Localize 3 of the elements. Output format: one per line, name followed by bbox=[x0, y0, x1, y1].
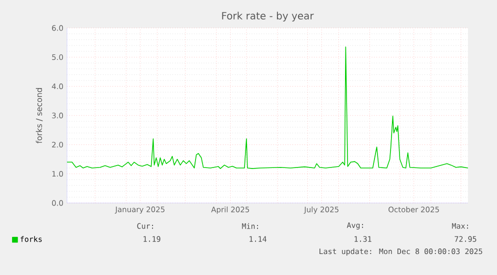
chart-title: Fork rate - by year bbox=[222, 12, 314, 22]
y-axis-title: forks / second bbox=[36, 88, 43, 144]
line-series bbox=[67, 46, 468, 169]
